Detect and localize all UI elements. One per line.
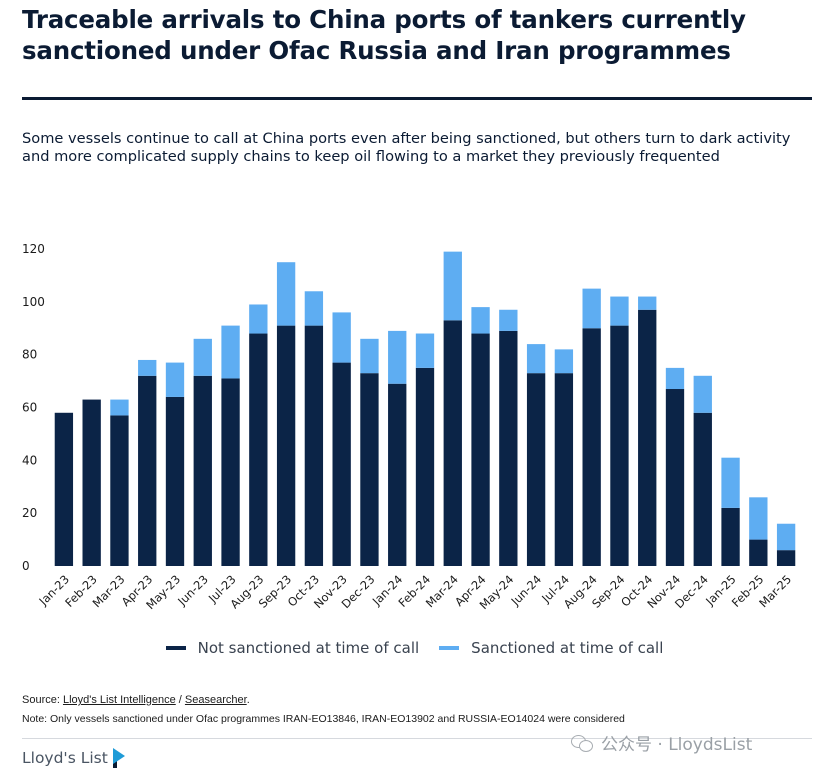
bar-not-sanctioned	[638, 309, 657, 566]
x-tick-label: Jun-23	[174, 572, 211, 609]
bar-not-sanctioned	[749, 539, 768, 566]
legend-item-not-sanctioned: Not sanctioned at time of call	[165, 639, 420, 657]
bar-sanctioned	[721, 457, 740, 508]
bar-sanctioned	[332, 312, 351, 363]
bar-sanctioned	[499, 309, 518, 331]
bar-not-sanctioned	[693, 412, 712, 566]
bar-sanctioned	[471, 307, 490, 334]
bar-sanctioned	[138, 359, 157, 376]
bar-not-sanctioned	[776, 550, 796, 566]
brand-name: Lloyd's List	[22, 749, 108, 767]
footer-divider	[22, 738, 812, 739]
bar-sanctioned	[221, 325, 240, 379]
bar-sanctioned	[526, 344, 546, 374]
bar-not-sanctioned	[138, 375, 157, 566]
bar-sanctioned	[443, 251, 462, 321]
source-line: Source: Lloyd's List Intelligence / Seas…	[22, 694, 250, 706]
y-tick-label: 40	[22, 453, 37, 467]
y-tick-label: 60	[22, 401, 37, 415]
bar-sanctioned	[749, 497, 768, 540]
legend-swatch-sanctioned	[439, 646, 460, 650]
source-end: .	[246, 694, 250, 706]
chart-subtitle: Some vessels continue to call at China p…	[22, 130, 791, 165]
bar-sanctioned	[193, 338, 212, 376]
bar-not-sanctioned	[443, 320, 462, 566]
bar-sanctioned	[638, 296, 657, 310]
x-tick-label: Jun-24	[508, 572, 545, 609]
legend-swatch-not-sanctioned	[165, 646, 186, 650]
bar-not-sanctioned	[165, 396, 185, 566]
y-tick-label: 0	[22, 559, 30, 573]
bar-sanctioned	[693, 375, 712, 413]
y-tick-label: 120	[22, 242, 45, 256]
note-line: Note: Only vessels sanctioned under Ofac…	[22, 713, 625, 725]
bar-not-sanctioned	[554, 373, 574, 566]
bar-not-sanctioned	[249, 333, 268, 566]
y-tick-label: 20	[22, 506, 37, 520]
legend-label-sanctioned: Sanctioned at time of call	[471, 639, 664, 657]
bar-not-sanctioned	[415, 367, 435, 567]
source-prefix: Source:	[22, 694, 63, 706]
chart-legend: Not sanctioned at time of call Sanctione…	[0, 639, 829, 657]
bar-not-sanctioned	[499, 330, 518, 566]
bar-sanctioned	[776, 523, 796, 551]
bar-sanctioned	[554, 349, 574, 374]
bar-not-sanctioned	[360, 373, 379, 566]
watermark-text: 公众号 · LloydsList	[601, 735, 753, 755]
source-link-lloyds-list-intelligence[interactable]: Lloyd's List Intelligence	[62, 694, 176, 706]
chart-title: Traceable arrivals to China ports of tan…	[22, 5, 746, 65]
bar-sanctioned	[304, 291, 324, 326]
y-tick-label: 100	[22, 295, 45, 309]
bar-not-sanctioned	[332, 362, 351, 566]
wechat-watermark: 公众号 · LloydsList	[571, 730, 752, 755]
stacked-bar-chart: 020406080100120Jan-23Feb-23Mar-23Apr-23M…	[22, 242, 796, 612]
bar-sanctioned	[582, 288, 601, 329]
bar-not-sanctioned	[304, 325, 324, 566]
title-divider	[22, 97, 812, 100]
bar-not-sanctioned	[471, 333, 490, 566]
bar-not-sanctioned	[526, 373, 546, 566]
legend-item-sanctioned: Sanctioned at time of call	[439, 639, 663, 657]
bar-sanctioned	[610, 296, 629, 326]
bar-sanctioned	[165, 362, 185, 397]
bar-not-sanctioned	[221, 378, 240, 566]
bar-sanctioned	[388, 330, 407, 384]
bar-sanctioned	[276, 262, 296, 326]
bar-not-sanctioned	[388, 383, 407, 566]
legend-label-not-sanctioned: Not sanctioned at time of call	[197, 639, 420, 657]
wechat-icon	[571, 733, 595, 753]
bar-not-sanctioned	[54, 412, 74, 566]
bar-not-sanctioned	[721, 507, 740, 566]
bar-sanctioned	[360, 338, 379, 374]
bar-not-sanctioned	[110, 415, 129, 566]
bar-sanctioned	[665, 367, 685, 390]
bar-not-sanctioned	[193, 375, 212, 566]
y-tick-label: 80	[22, 348, 37, 362]
bar-not-sanctioned	[582, 328, 601, 566]
bar-not-sanctioned	[665, 389, 685, 566]
bar-not-sanctioned	[276, 325, 296, 566]
bar-not-sanctioned	[82, 399, 101, 566]
bar-sanctioned	[415, 333, 435, 368]
source-separator: /	[175, 694, 185, 706]
brand-mark-icon	[112, 748, 127, 768]
bar-sanctioned	[249, 304, 268, 334]
source-link-seasearcher[interactable]: Seasearcher	[184, 694, 247, 706]
bar-sanctioned	[110, 399, 129, 416]
brand-logo: Lloyd's List	[22, 748, 127, 768]
bar-not-sanctioned	[610, 325, 629, 566]
